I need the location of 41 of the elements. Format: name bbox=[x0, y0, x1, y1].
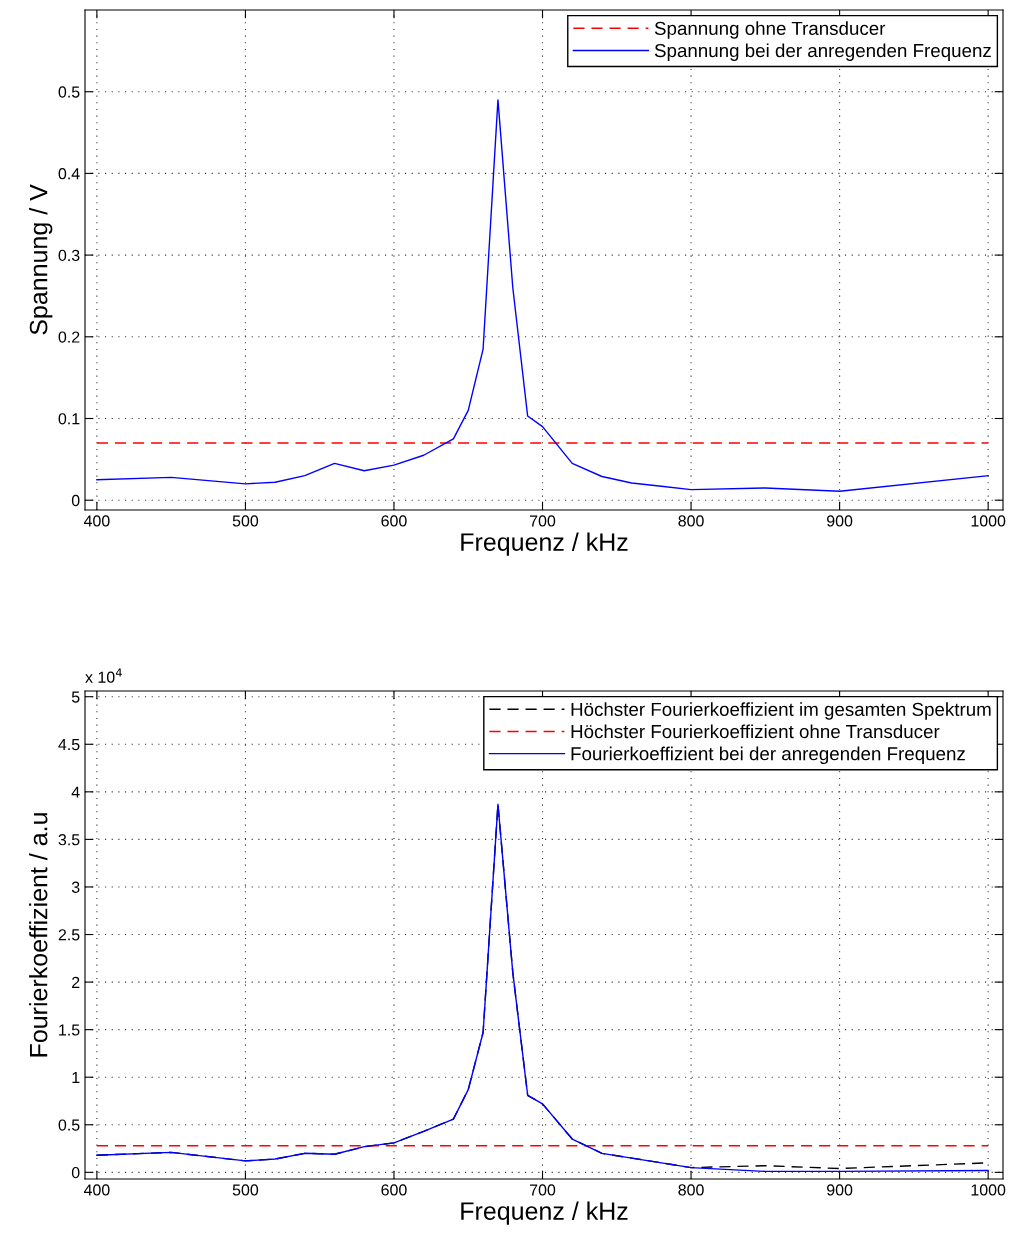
x-axis-title: Frequenz / kHz bbox=[461, 1201, 628, 1225]
legend-label: Höchster Fourierkoeffizient ohne Transducer bbox=[571, 724, 940, 739]
x-tick-label: 900 bbox=[827, 1184, 853, 1196]
x-tick-label: 800 bbox=[678, 515, 704, 527]
y-axis-title: Spannung / V bbox=[29, 184, 53, 335]
x-tick-label: 700 bbox=[530, 1184, 556, 1196]
y-tick-label: 0 bbox=[71, 494, 80, 507]
y-tick-label: 5 bbox=[71, 691, 80, 703]
y-tick-label: 0.5 bbox=[58, 1119, 80, 1131]
y-tick-label: 3 bbox=[71, 881, 80, 893]
y-axis-title: Fourierkoeffizient / a.u bbox=[29, 813, 48, 1057]
text: x 10$^{4}$ bbox=[85, 668, 122, 683]
legend-label: Spannung bei der anregenden Frequenz bbox=[654, 43, 991, 61]
x-tick-label: 800 bbox=[678, 1184, 704, 1196]
legend-label: Spannung ohne Transducer bbox=[654, 21, 886, 39]
x-tick-label: 600 bbox=[381, 515, 407, 527]
x-tick-label: 1000 bbox=[971, 515, 1006, 527]
y-tick-label: 0.5 bbox=[58, 86, 80, 98]
legend-label: Fourierkoeffizient bei der anregenden Frequenz bbox=[571, 746, 965, 765]
y-tick-label: 0.4 bbox=[58, 168, 80, 180]
x-tick-label: 700 bbox=[530, 515, 556, 527]
x-tick-label: 400 bbox=[83, 515, 110, 527]
y-tick-label: 0.2 bbox=[58, 331, 80, 343]
x-tick-label: 1000 bbox=[971, 1184, 1006, 1196]
x-tick-label: 600 bbox=[381, 1184, 407, 1196]
y-tick-label: 1 bbox=[72, 1072, 80, 1083]
y-tick-label: 0.3 bbox=[58, 249, 80, 262]
y-tick-label: 3.5 bbox=[58, 834, 80, 846]
y-tick-label: 0 bbox=[71, 1166, 80, 1179]
x-tick-label: 500 bbox=[232, 515, 259, 527]
x-tick-label: 400 bbox=[83, 1184, 110, 1196]
x-axis-title: Frequenz / kHz bbox=[461, 532, 628, 556]
x-tick-label: 500 bbox=[232, 1184, 259, 1196]
y-tick-label: 0.1 bbox=[58, 413, 80, 425]
y-tick-label: 4 bbox=[71, 786, 80, 798]
y-tick-label: 2 bbox=[72, 976, 80, 988]
x-tick-label: 900 bbox=[827, 515, 853, 527]
legend-label: Höchster Fourierkoeffizient im gesamten Spektrum bbox=[571, 702, 991, 720]
y-tick-label: 2.5 bbox=[58, 929, 80, 941]
y-tick-label: 1.5 bbox=[59, 1024, 80, 1036]
y-tick-label: 4.5 bbox=[58, 739, 80, 751]
